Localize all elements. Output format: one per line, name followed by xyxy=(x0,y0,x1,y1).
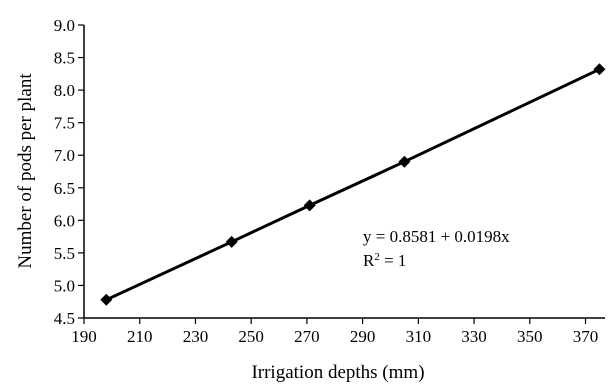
y-tick-label: 8.0 xyxy=(54,81,75,100)
y-tick-label: 8.5 xyxy=(54,49,75,68)
x-tick-label: 330 xyxy=(461,327,487,346)
r-squared-suffix: = 1 xyxy=(380,251,407,270)
x-axis-ticks: 190 210 230 250 270 290 310 330 350 370 xyxy=(71,318,598,346)
y-axis-title: Number of pods per plant xyxy=(15,73,36,269)
y-tick-label: 6.0 xyxy=(54,211,75,230)
y-tick-label: 7.0 xyxy=(54,146,75,165)
x-tick-label: 350 xyxy=(517,327,543,346)
data-point-marker xyxy=(593,63,606,76)
x-tick-label: 190 xyxy=(71,327,97,346)
y-tick-label: 9.0 xyxy=(54,16,75,35)
y-tick-label: 4.5 xyxy=(54,309,75,328)
y-axis-ticks: 4.5 5.0 5.5 6.0 6.5 7.0 7.5 8.0 8.5 9.0 xyxy=(54,16,84,328)
x-axis-title: Irrigation depths (mm) xyxy=(251,362,424,383)
data-point-marker xyxy=(225,235,238,248)
r-squared-label: R2 = 1 xyxy=(363,251,406,270)
x-tick-label: 370 xyxy=(573,327,599,346)
y-tick-label: 5.5 xyxy=(54,244,75,263)
x-tick-label: 230 xyxy=(183,327,209,346)
x-tick-label: 270 xyxy=(294,327,320,346)
data-point-marker xyxy=(398,155,411,168)
data-point-marker xyxy=(303,199,316,212)
x-tick-label: 290 xyxy=(350,327,376,346)
r-squared-prefix: R xyxy=(363,251,375,270)
series-line xyxy=(105,67,601,302)
y-tick-label: 6.5 xyxy=(54,179,75,198)
regression-equation: y = 0.8581 + 0.0198x xyxy=(363,227,510,246)
r-squared-superscript: 2 xyxy=(374,251,380,263)
y-tick-label: 5.0 xyxy=(54,276,75,295)
y-tick-label: 7.5 xyxy=(54,114,75,133)
x-tick-label: 250 xyxy=(238,327,264,346)
x-tick-label: 310 xyxy=(406,327,432,346)
data-point-marker xyxy=(100,293,113,306)
data-series xyxy=(100,63,606,306)
x-tick-label: 210 xyxy=(127,327,153,346)
axes xyxy=(83,25,605,319)
